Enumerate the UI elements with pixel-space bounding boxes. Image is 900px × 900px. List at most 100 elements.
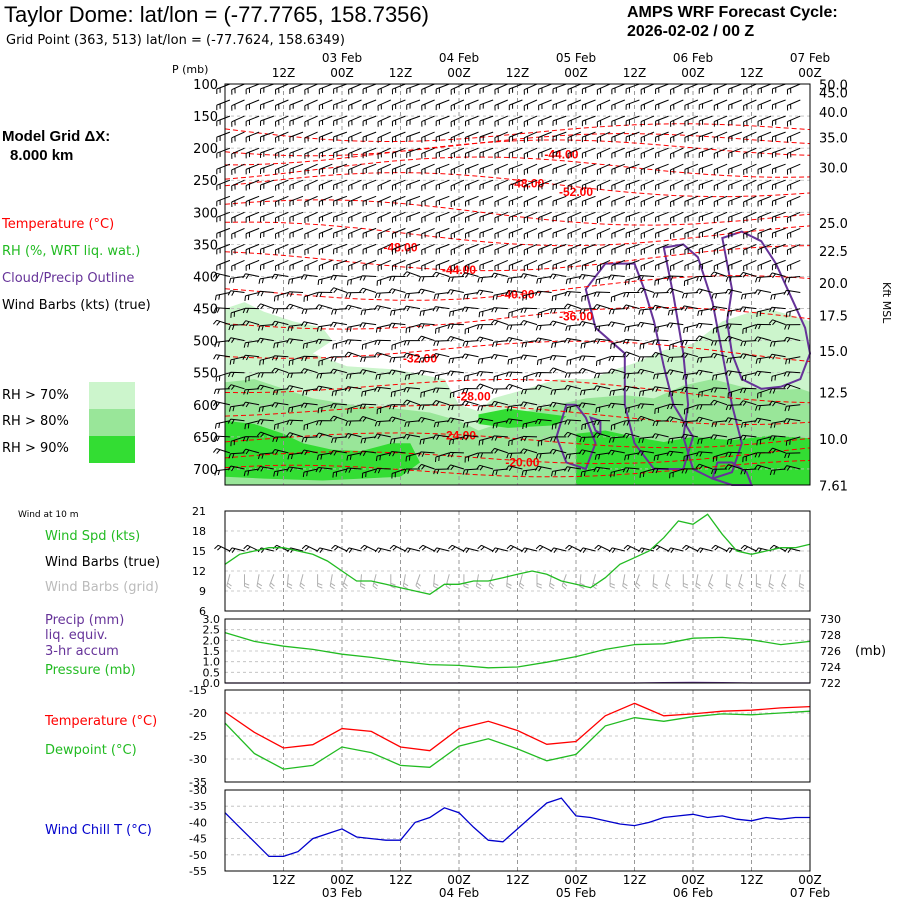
wind-barb [230, 436, 245, 447]
wind-barb [523, 147, 538, 159]
wind-barb [315, 338, 333, 345]
wind-barb-10m-true [623, 544, 640, 552]
wind-barb [769, 388, 786, 394]
wind-barb [492, 292, 508, 301]
wind-barb [462, 468, 479, 475]
bottom-date-label: 07 Feb [790, 886, 830, 900]
wind-barb-10m-true [696, 547, 713, 553]
wind-barb [726, 308, 742, 317]
wind-barb [640, 83, 655, 95]
pressure-tick: 200 [193, 142, 218, 157]
wind-barb [227, 337, 245, 343]
wind-barb [315, 385, 333, 392]
wind-barb [520, 401, 538, 408]
wind-barb [698, 259, 713, 271]
wind-barb [623, 420, 640, 426]
wind-barb [713, 243, 728, 255]
wind-barb-10m-grid [433, 574, 439, 589]
wind-barb [655, 99, 669, 111]
wind-barb [771, 115, 786, 126]
wind-barb [698, 163, 713, 175]
wind-barb-10m-true [418, 544, 435, 552]
wind-barb [610, 340, 625, 350]
wind-barb [639, 340, 655, 350]
wind-barb [549, 273, 567, 280]
wind-barb [304, 179, 318, 191]
wind-barb-10m-true [491, 547, 508, 553]
wind-barb [273, 420, 289, 430]
height-tick: 25.0 [819, 217, 848, 232]
wind-barb [231, 163, 245, 175]
wind-barb [344, 351, 362, 358]
wind-barb [698, 131, 713, 142]
wind-barb [771, 259, 786, 271]
wind-barb [594, 372, 611, 379]
wind-barb [581, 259, 596, 271]
wind-speed-tick: 12 [192, 565, 206, 578]
wind-barb-10m-grid [781, 574, 787, 590]
height-tick: 45.0 [819, 87, 848, 102]
wind-barb [361, 388, 377, 397]
wind-barb [508, 163, 523, 175]
wind-barb [286, 291, 304, 297]
wind-barb [316, 452, 333, 461]
wind-barb [710, 468, 728, 475]
wind-barb [433, 420, 450, 428]
wind-barb [724, 335, 742, 342]
wind-barb [348, 147, 362, 159]
wind-barb [421, 259, 435, 271]
wind-barb [670, 211, 684, 224]
wind-barb [465, 163, 479, 175]
mb-axis-label: (mb) [855, 644, 887, 659]
legend-rh: RH (%, WRT liq. wat.) [2, 244, 141, 259]
wind-barb [391, 115, 406, 127]
pressure-tick-right: 726 [820, 645, 841, 658]
wind-barb [404, 372, 421, 381]
wind-barb [275, 179, 289, 191]
wind-barb [229, 356, 245, 365]
temperature-line [224, 702, 811, 752]
wind-barb [330, 368, 348, 375]
wind-barb [301, 436, 318, 443]
wind-barb [362, 99, 377, 111]
pressure-tick: 300 [193, 206, 218, 221]
wind-barb [755, 404, 772, 411]
wind-barb [362, 227, 377, 239]
wind-barb [535, 324, 552, 331]
wind-barb [538, 227, 552, 239]
wind-barbs [212, 83, 805, 590]
dewpoint-line [224, 710, 811, 770]
wind-barb [508, 259, 523, 271]
wind-barb [272, 308, 289, 314]
wind-barb [318, 131, 333, 143]
wind-barb [435, 131, 450, 143]
wind-barb [403, 305, 421, 312]
wind-barb [304, 99, 318, 111]
wind-barb [333, 179, 348, 191]
wind-barb [275, 227, 289, 239]
wind-barb [421, 211, 435, 223]
pressure-tick-right: 722 [820, 677, 841, 690]
wind-barb [450, 163, 465, 175]
wind-barb [552, 179, 567, 191]
wind-barb [698, 147, 713, 158]
wind-barb [244, 420, 260, 430]
wind-barb [538, 115, 552, 127]
wind-barb [477, 276, 494, 283]
pressure-tick: 250 [193, 174, 218, 189]
wind-barb [771, 227, 786, 239]
wind-barb [275, 115, 289, 127]
wind-barb [625, 147, 640, 158]
bottom-time-tick: 00Z [681, 873, 705, 887]
wind-chill-tick: -30 [189, 784, 207, 797]
wind-barb [523, 163, 538, 175]
wind-barb [359, 322, 377, 328]
wind-barb [288, 276, 304, 285]
wind-barb [611, 163, 625, 175]
wind-barb [316, 372, 333, 379]
wind-barb [391, 259, 406, 271]
wind-barb [727, 388, 742, 398]
wind-barb [304, 83, 318, 95]
wind-barb [594, 452, 611, 460]
wind-barb [520, 448, 538, 455]
